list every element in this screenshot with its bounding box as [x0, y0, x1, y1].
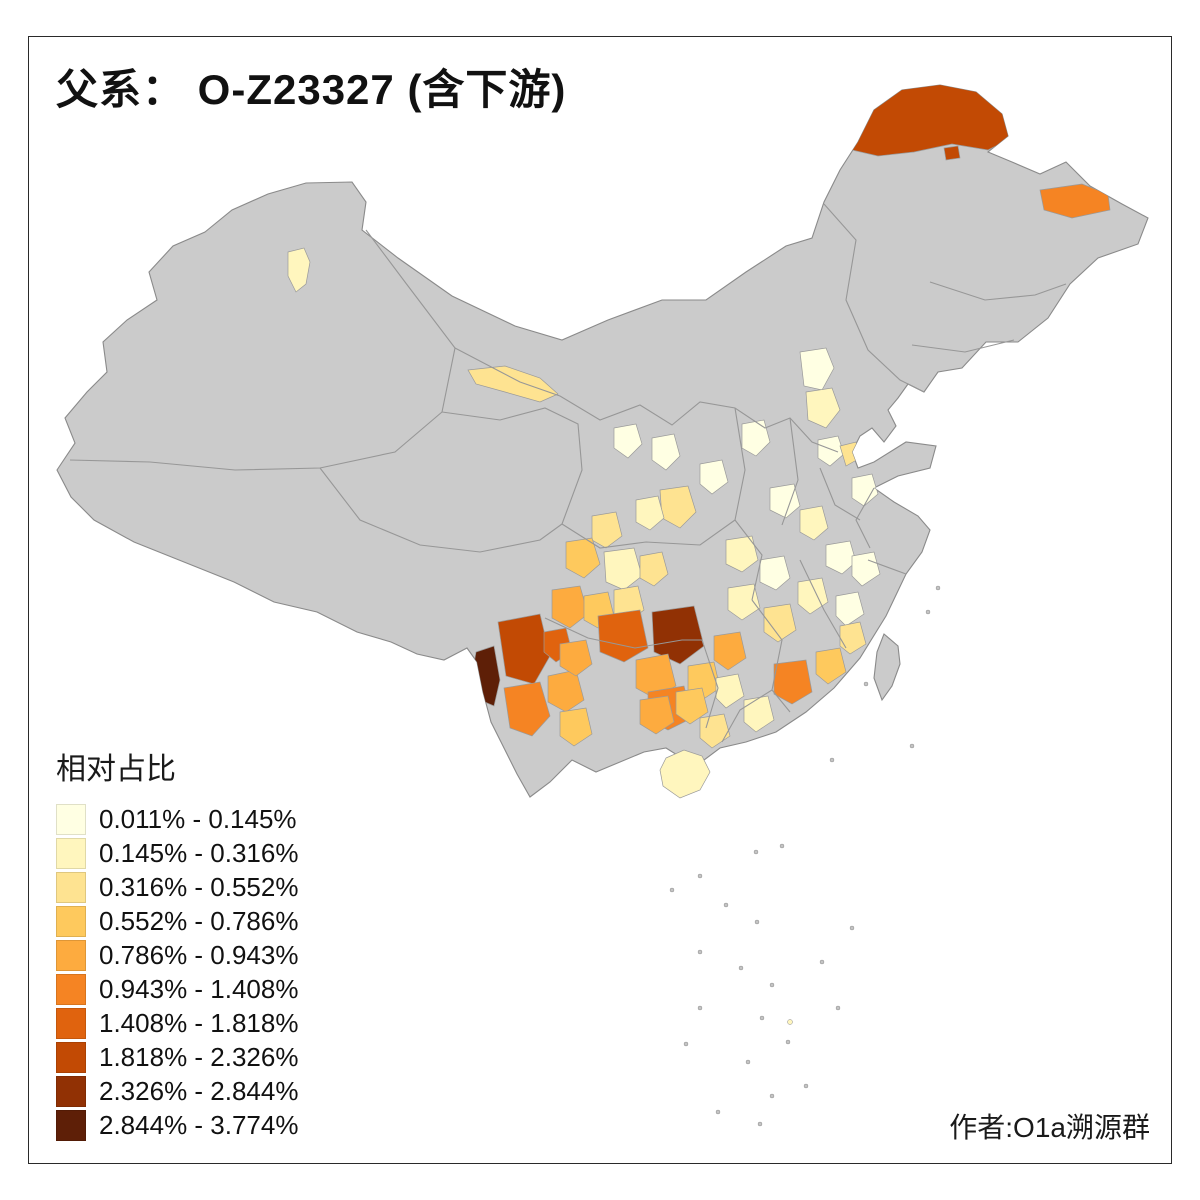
- map-region: [651, 433, 681, 471]
- map-region: [559, 639, 593, 677]
- legend-label: 1.408% - 1.818%: [99, 1008, 299, 1038]
- map-region: [565, 537, 601, 579]
- legend-label: 1.818% - 2.326%: [99, 1042, 299, 1072]
- legend-swatch: [56, 940, 86, 971]
- map-region: [839, 621, 867, 655]
- map-region: [603, 547, 643, 591]
- map-region: [763, 603, 797, 643]
- map-region: [799, 505, 829, 541]
- legend-entry: 0.145% - 0.316%: [56, 838, 298, 869]
- map-region: [851, 473, 879, 507]
- legend-swatch: [56, 872, 86, 903]
- legend-entry: 1.818% - 2.326%: [56, 1042, 298, 1073]
- map-region: [741, 419, 771, 457]
- map-region: [471, 645, 501, 707]
- legend-label: 0.786% - 0.943%: [99, 940, 299, 970]
- legend-swatch: [56, 906, 86, 937]
- legend-label: 2.844% - 3.774%: [99, 1110, 299, 1140]
- map-region: [743, 695, 775, 733]
- province-border-lines: [69, 203, 1067, 743]
- legend-entry: 1.408% - 1.818%: [56, 1008, 298, 1039]
- map-region: [817, 435, 845, 467]
- map-region: [635, 495, 665, 531]
- map-region: [851, 551, 881, 587]
- map-region: [727, 583, 761, 621]
- legend-entry: 2.844% - 3.774%: [56, 1110, 298, 1141]
- map-region: [943, 145, 961, 161]
- map-region: [825, 540, 857, 575]
- map-region: [613, 423, 643, 459]
- mainland-outline: [56, 84, 1149, 798]
- map-region: [815, 647, 847, 685]
- legend-label: 0.943% - 1.408%: [99, 974, 299, 1004]
- map-region: [497, 613, 551, 685]
- legend-entries: 0.011% - 0.145% 0.145% - 0.316% 0.316% - 0…: [56, 804, 298, 1141]
- legend-swatch: [56, 1008, 86, 1039]
- legend-swatch: [56, 804, 86, 835]
- map-region: [639, 551, 669, 587]
- map-region: [503, 681, 551, 737]
- legend-entry: 0.786% - 0.943%: [56, 940, 298, 971]
- attribution: 作者:O1a溯源群: [949, 1112, 1150, 1143]
- legend-entry: 0.011% - 0.145%: [56, 804, 298, 835]
- legend-title: 相对占比: [56, 753, 176, 786]
- legend-entry: 0.943% - 1.408%: [56, 974, 298, 1005]
- legend-label: 0.552% - 0.786%: [99, 906, 299, 936]
- map-region: [597, 609, 649, 663]
- landmass: [56, 84, 1149, 799]
- legend-entry: 0.316% - 0.552%: [56, 872, 298, 903]
- map-region: [851, 85, 1013, 157]
- choropleth-regions: [287, 85, 1111, 749]
- legend: 相对占比 0.011% - 0.145% 0.145% - 0.316% 0.316…: [56, 744, 298, 1144]
- legend-label: 0.145% - 0.316%: [99, 838, 299, 868]
- legend-entry: 0.552% - 0.786%: [56, 906, 298, 937]
- legend-swatch: [56, 1042, 86, 1073]
- hainan-island: [659, 749, 711, 799]
- legend-swatch: [56, 1110, 86, 1141]
- page-title: 父系： O-Z23327 (含下游): [56, 66, 567, 113]
- map-region: [551, 585, 589, 629]
- map-region: [805, 387, 841, 429]
- map-region: [591, 511, 623, 549]
- legend-label: 0.011% - 0.145%: [99, 804, 297, 834]
- map-region: [675, 687, 709, 725]
- map-region: [769, 483, 801, 519]
- map-region: [467, 365, 559, 403]
- map-region: [287, 247, 311, 293]
- map-region: [713, 631, 747, 671]
- legend-label: 0.316% - 0.552%: [99, 872, 299, 902]
- legend-swatch: [56, 974, 86, 1005]
- map-region: [797, 577, 829, 615]
- legend-entry: 2.326% - 2.844%: [56, 1076, 298, 1107]
- map-region: [1039, 183, 1111, 219]
- legend-swatch: [56, 1076, 86, 1107]
- map-region: [799, 347, 835, 391]
- map-region: [559, 707, 593, 747]
- map-region: [639, 695, 675, 735]
- map-region: [835, 591, 865, 627]
- legend-label: 2.326% - 2.844%: [99, 1076, 299, 1106]
- map-region: [699, 459, 729, 495]
- taiwan-island: [873, 633, 901, 702]
- map-region: [773, 659, 813, 705]
- small-islands: [669, 585, 941, 1127]
- map-region: [759, 555, 791, 591]
- legend-swatch: [56, 838, 86, 869]
